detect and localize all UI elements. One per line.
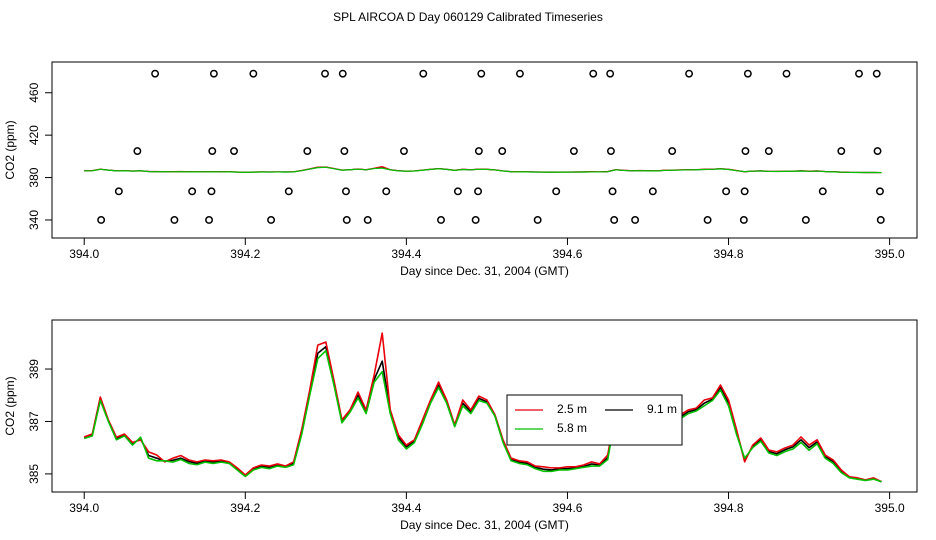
- scatter-point: [739, 216, 748, 224]
- scatter-point: [419, 69, 428, 78]
- y-tick-label: 340: [27, 210, 41, 230]
- scatter-point: [477, 69, 486, 78]
- scatter-point: [606, 69, 615, 78]
- y-axis-label: CO2 (ppm): [3, 376, 17, 435]
- scatter-point: [782, 69, 791, 78]
- scatter-point: [610, 216, 619, 224]
- scatter-point: [133, 147, 142, 156]
- scatter-point: [722, 187, 731, 196]
- series-line: [83, 332, 882, 483]
- scatter-point: [741, 147, 750, 156]
- scatter-point: [114, 187, 123, 196]
- scatter-point: [338, 69, 347, 78]
- scatter-point: [533, 216, 542, 224]
- scatter-point: [552, 187, 561, 196]
- page-title: SPL AIRCOA D Day 060129 Calibrated Times…: [333, 10, 603, 24]
- legend: 2.5 m 5.8 m 9.1 m: [506, 394, 683, 446]
- plot-frame: [51, 61, 918, 239]
- scatter-point: [342, 187, 350, 196]
- scatter-point: [801, 216, 810, 224]
- x-tick-label: 395.0: [875, 501, 905, 515]
- scatter-point: [382, 187, 391, 196]
- scatter-point: [303, 147, 312, 156]
- scatter-point: [205, 216, 214, 224]
- x-tick-label: 394.4: [391, 501, 421, 515]
- scatter-point: [498, 147, 507, 156]
- scatter-point: [437, 216, 445, 224]
- panel: 394.0 394.2 394.4 394.6 394.8 395.0 340 380 420 4…: [3, 61, 918, 278]
- scatter-point: [855, 69, 863, 78]
- y-tick-label: 380: [27, 167, 41, 187]
- scatter-point: [743, 69, 752, 78]
- y-axis-label: CO2 (ppm): [3, 120, 17, 179]
- x-tick-label: 394.2: [230, 247, 260, 261]
- scatter-point: [872, 69, 881, 78]
- scatter-point: [208, 147, 217, 156]
- y-tick-label: 387: [27, 411, 41, 431]
- scatter-point: [740, 187, 749, 196]
- scatter-point: [170, 216, 179, 224]
- panel: 394.0 394.2 394.4 394.6 394.8 395.0 385 387 389 D…: [3, 319, 918, 532]
- scatter-point: [818, 187, 827, 196]
- scatter-point: [321, 69, 329, 78]
- scatter-point: [703, 216, 712, 224]
- scatter-point: [873, 147, 882, 156]
- scatter-point: [342, 216, 351, 224]
- y-tick-label: 420: [27, 125, 41, 145]
- scatter-point: [648, 187, 657, 196]
- x-tick-label: 394.6: [552, 247, 582, 261]
- x-axis-label: Day since Dec. 31, 2004 (GMT): [400, 518, 569, 532]
- y-tick-label: 385: [27, 464, 41, 484]
- scatter-point: [363, 216, 372, 224]
- scatter-point: [97, 216, 106, 224]
- scatter-point: [606, 147, 615, 156]
- scatter-point: [249, 69, 258, 78]
- x-tick-label: 394.0: [69, 501, 99, 515]
- scatter-point: [515, 69, 524, 78]
- plot-frame: [51, 319, 918, 493]
- scatter-point: [471, 216, 480, 224]
- scatter-point: [474, 147, 483, 156]
- scatter-point: [151, 69, 160, 78]
- scatter-point: [685, 69, 694, 78]
- x-tick-label: 394.8: [714, 247, 744, 261]
- scatter-point: [207, 187, 216, 196]
- x-tick-label: 394.0: [69, 247, 99, 261]
- legend-box: [506, 394, 683, 446]
- scatter-point: [608, 187, 617, 196]
- scatter-point: [631, 216, 640, 224]
- series-line: [83, 349, 882, 483]
- scatter-point: [188, 187, 197, 196]
- scatter-point: [340, 147, 349, 156]
- x-tick-label: 394.8: [714, 501, 744, 515]
- series-line: [84, 166, 882, 174]
- series-line: [83, 345, 882, 483]
- x-axis-label: Day since Dec. 31, 2004 (GMT): [400, 264, 569, 278]
- scatter-point: [453, 187, 462, 196]
- scatter-point: [209, 69, 218, 78]
- scatter-point: [569, 147, 578, 156]
- scatter-point: [589, 69, 598, 78]
- scatter-point: [668, 147, 677, 156]
- y-tick-label: 389: [27, 359, 41, 379]
- x-tick-label: 394.6: [552, 501, 582, 515]
- scatter-point: [474, 187, 483, 196]
- legend-label: 5.8 m: [557, 421, 587, 435]
- scatter-point: [230, 147, 238, 156]
- legend-label: 9.1 m: [647, 402, 677, 416]
- legend-label: 2.5 m: [557, 402, 587, 416]
- scatter-point: [400, 147, 408, 156]
- scatter-point: [876, 187, 884, 196]
- y-tick-label: 460: [27, 82, 41, 102]
- x-tick-label: 395.0: [875, 247, 905, 261]
- x-tick-label: 394.4: [391, 247, 421, 261]
- scatter-point: [876, 216, 885, 224]
- scatter-point: [764, 147, 773, 156]
- scatter-point: [284, 187, 293, 196]
- scatter-point: [267, 216, 276, 224]
- x-tick-label: 394.2: [230, 501, 260, 515]
- scatter-point: [837, 147, 846, 156]
